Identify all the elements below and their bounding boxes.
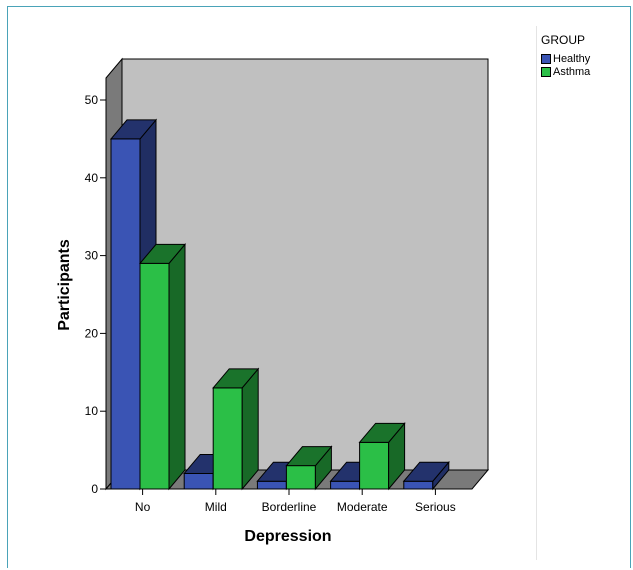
bar-asthma-mild-side: [241, 367, 259, 491]
x-axis-title: Depression: [244, 528, 331, 545]
y-tick-label-10: 10: [85, 404, 99, 418]
x-tick-label-moderate: Moderate: [337, 500, 388, 514]
y-axis: 0 10 20 30 40 50: [85, 78, 107, 496]
legend-label-healthy: Healthy: [553, 52, 591, 65]
bar-healthy-no-front: [110, 138, 141, 490]
legend-label-asthma: Asthma: [553, 65, 591, 78]
bar-asthma-no-side: [168, 243, 186, 491]
bar-healthy-serious-top: [402, 461, 450, 482]
y-tick-label-0: 0: [91, 482, 98, 496]
bar-asthma-no-top: [138, 243, 187, 264]
bar-healthy-no-top: [109, 119, 158, 140]
legend-entry-healthy: Healthy: [541, 52, 590, 65]
y-axis-title: Participants: [56, 239, 73, 331]
bar-asthma-mild-front: [212, 387, 243, 490]
bar-asthma-borderline-front: [285, 465, 316, 490]
y-tick-label-20: 20: [85, 326, 99, 340]
chart-frame: [7, 6, 631, 568]
y-tick-label-30: 30: [85, 249, 99, 263]
bar-asthma-borderline: [285, 445, 333, 491]
y-tick-label-40: 40: [85, 171, 99, 185]
x-tick-label-mild: Mild: [205, 500, 227, 514]
legend-swatch-healthy: [541, 53, 551, 64]
bar-asthma-no: [138, 243, 187, 491]
bar-asthma-moderate: [358, 421, 406, 491]
bar-asthma-borderline-top: [285, 446, 333, 467]
bar-asthma-mild-top: [212, 368, 260, 389]
y-tick-label-50: 50: [85, 93, 99, 107]
bar-asthma-moderate-front: [359, 441, 390, 490]
bar-asthma-moderate-top: [358, 422, 406, 443]
bar-healthy-borderline-front: [256, 480, 287, 490]
legend-divider: [536, 26, 537, 560]
bar-healthy-serious-front: [403, 480, 434, 490]
legend: GROUP Healthy Asthma: [541, 33, 590, 78]
x-tick-label-borderline: Borderline: [262, 500, 317, 514]
x-tick-label-no: No: [135, 500, 151, 514]
x-tick-label-serious: Serious: [415, 500, 456, 514]
legend-title: GROUP: [541, 33, 586, 47]
bar-healthy-moderate-front: [330, 480, 361, 490]
legend-entry-asthma: Asthma: [541, 65, 590, 78]
bar-asthma-no-front: [139, 262, 170, 490]
bars: [109, 118, 450, 491]
bar-healthy-mild-front: [183, 472, 214, 490]
bar-healthy-serious: [402, 460, 450, 491]
x-axis: No Mild Borderline Moderate Serious: [106, 488, 472, 514]
legend-swatch-asthma: [541, 66, 551, 77]
bar-asthma-mild: [212, 367, 260, 491]
